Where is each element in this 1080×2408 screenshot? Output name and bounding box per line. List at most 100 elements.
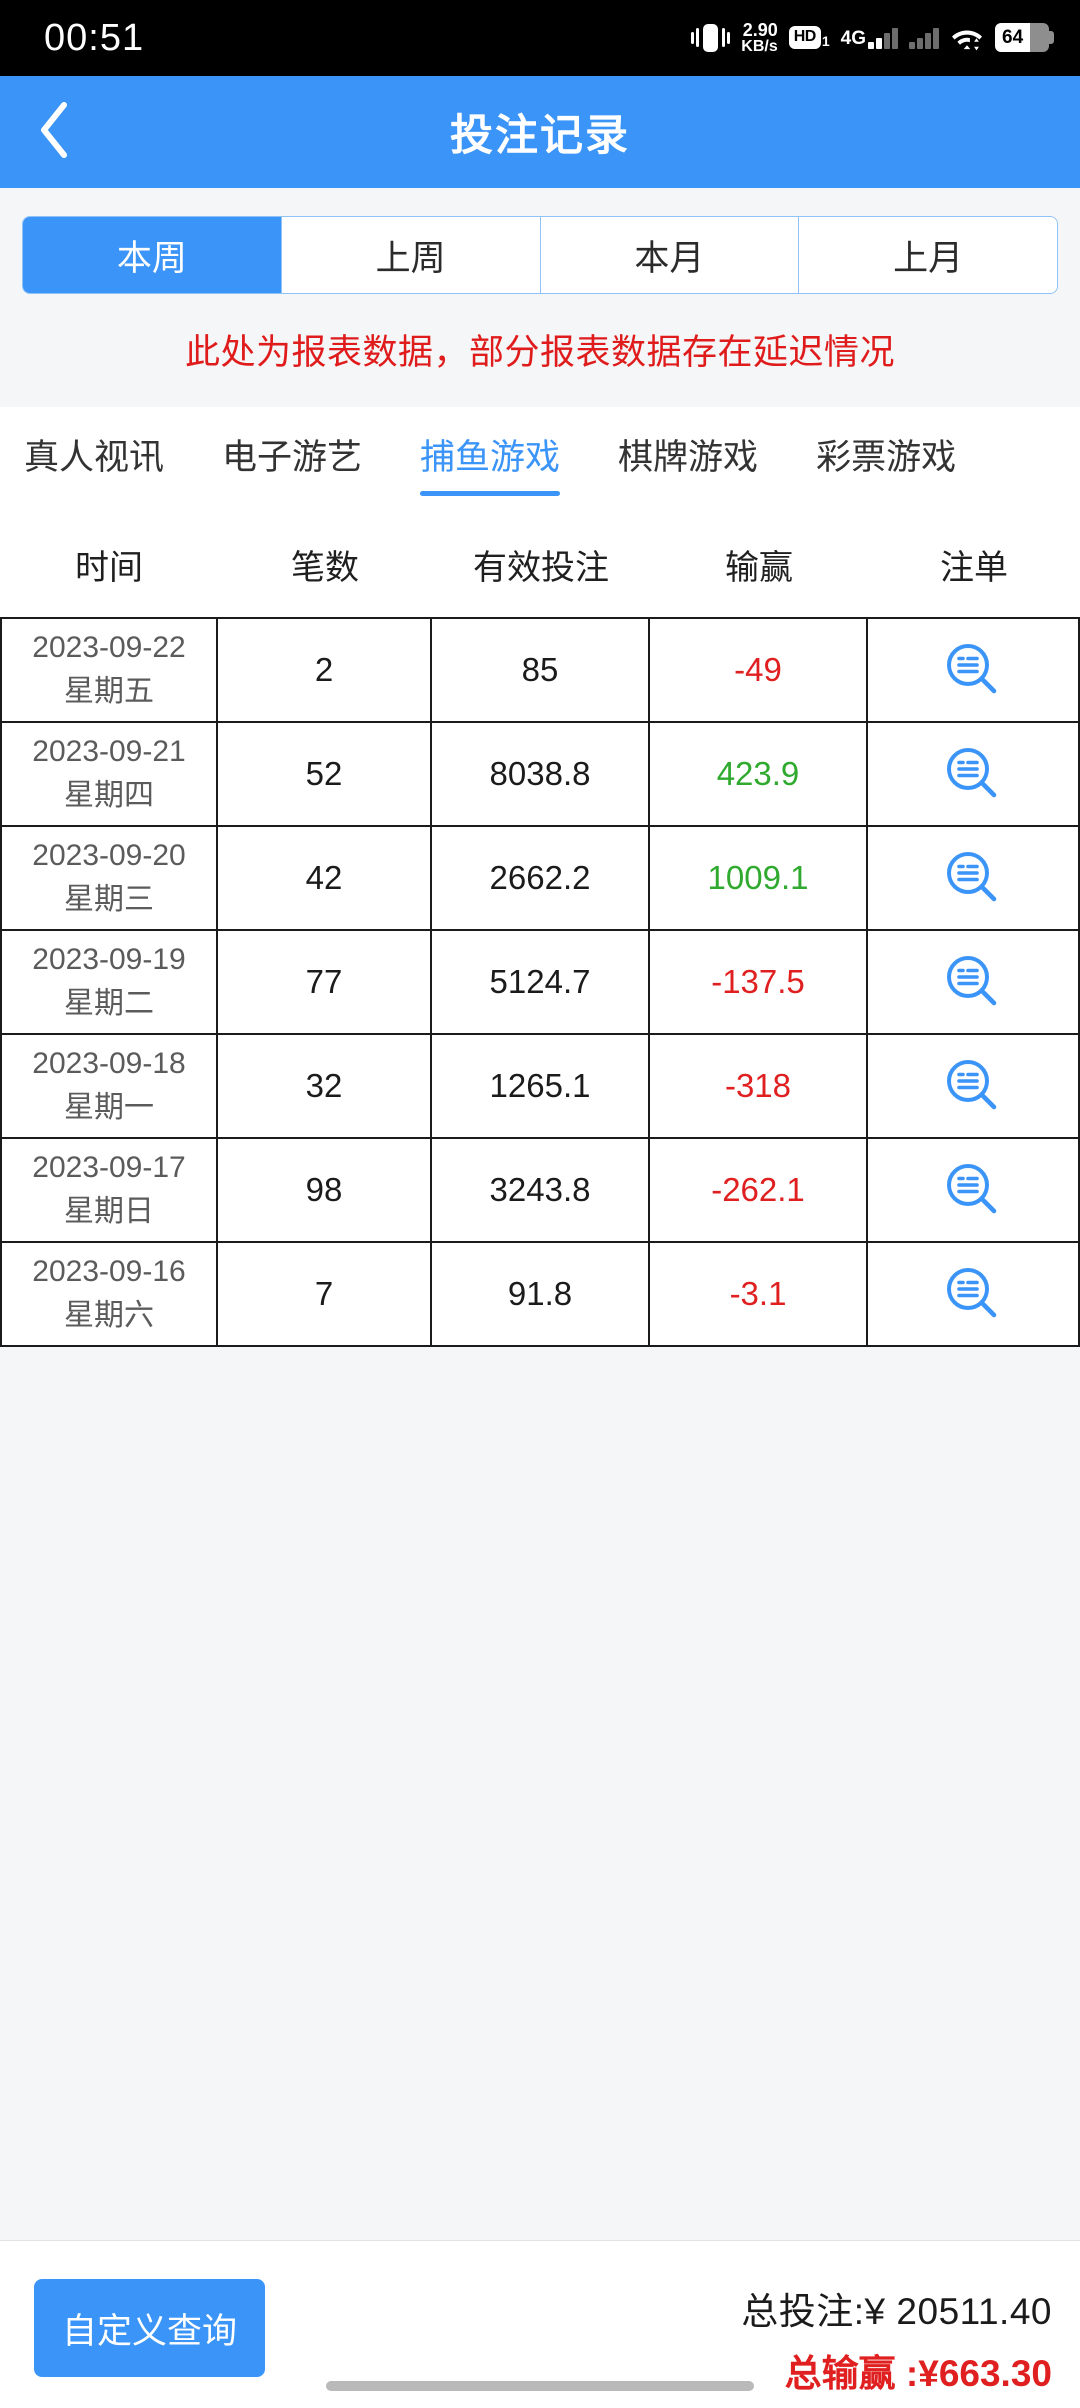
table-row: 2023-09-20 星期三 42 2662.2 1009.1 — [0, 827, 1080, 931]
cell-win-loss: -318 — [650, 1035, 868, 1137]
table-row: 2023-09-19 星期二 77 5124.7 -137.5 — [0, 931, 1080, 1035]
cell-date: 2023-09-19 星期二 — [0, 931, 218, 1033]
row-weekday: 星期三 — [64, 883, 154, 916]
period-segmented-control: 本周 上周 本月 上月 — [22, 216, 1058, 294]
view-order-button[interactable] — [868, 619, 1080, 721]
column-header-order: 注单 — [940, 549, 1008, 587]
column-header-win-loss: 输赢 — [725, 549, 793, 587]
row-weekday: 星期一 — [64, 1091, 154, 1124]
row-weekday: 星期六 — [64, 1299, 154, 1332]
signal-icon-primary: 4G — [841, 27, 898, 49]
tab-slots[interactable]: 电子游艺 — [222, 438, 363, 477]
network-speed-value: 2.90 — [742, 19, 778, 40]
cell-count: 77 — [218, 931, 432, 1033]
signal-bars-primary — [868, 27, 898, 49]
search-list-icon — [947, 852, 997, 902]
cell-win-loss: -262.1 — [650, 1139, 868, 1241]
bottom-summary-bar: 自定义查询 总投注:¥ 20511.40 总输赢 :¥663.30 — [0, 2240, 1080, 2408]
column-header-count: 笔数 — [291, 549, 359, 587]
game-category-tabs: 真人视讯 电子游艺 捕鱼游戏 棋牌游戏 彩票游戏 — [0, 407, 1080, 512]
cell-valid-bet: 1265.1 — [432, 1035, 650, 1137]
row-weekday: 星期五 — [64, 675, 154, 708]
view-order-button[interactable] — [868, 1243, 1080, 1345]
period-option-last-month[interactable]: 上月 — [799, 217, 1057, 293]
view-order-button[interactable] — [868, 827, 1080, 929]
period-option-this-week[interactable]: 本周 — [23, 217, 282, 293]
cell-valid-bet: 85 — [432, 619, 650, 721]
row-date: 2023-09-20 — [32, 839, 186, 872]
row-date: 2023-09-21 — [32, 735, 186, 768]
network-type-label: 4G — [840, 27, 866, 49]
row-weekday: 星期日 — [64, 1195, 154, 1228]
network-speed-unit: KB/s — [741, 38, 778, 56]
bet-records-table: 时间 笔数 有效投注 输赢 注单 2023-09-22 星期五 2 85 -49 202… — [0, 512, 1080, 1347]
status-icons: 2.90 KB/s HD 1 4G — [691, 19, 1054, 56]
period-option-this-month[interactable]: 本月 — [540, 217, 800, 293]
report-delay-notice: 此处为报表数据，部分报表数据存在延迟情况 — [0, 320, 1080, 407]
table-header-row: 时间 笔数 有效投注 输赢 注单 — [0, 512, 1080, 617]
cell-win-loss: 1009.1 — [650, 827, 868, 929]
cell-count: 42 — [218, 827, 432, 929]
tab-card-games[interactable]: 棋牌游戏 — [618, 438, 759, 477]
view-order-button[interactable] — [868, 1139, 1080, 1241]
search-list-icon — [947, 1060, 997, 1110]
total-stake-value: 总投注:¥ 20511.40 — [741, 2291, 1052, 2332]
row-date: 2023-09-16 — [32, 1255, 186, 1288]
cell-count: 98 — [218, 1139, 432, 1241]
vibrate-icon — [691, 23, 731, 52]
tab-live-casino[interactable]: 真人视讯 — [24, 438, 165, 477]
column-header-time: 时间 — [75, 549, 143, 587]
period-option-last-week[interactable]: 上周 — [281, 217, 541, 293]
content-spacer — [0, 1347, 1080, 2240]
cell-win-loss: 423.9 — [650, 723, 868, 825]
cell-win-loss: -3.1 — [650, 1243, 868, 1345]
view-order-button[interactable] — [868, 1035, 1080, 1137]
cell-count: 7 — [218, 1243, 432, 1345]
battery-level: 64 — [1002, 27, 1024, 49]
view-order-button[interactable] — [868, 931, 1080, 1033]
search-list-icon — [947, 956, 997, 1006]
table-row: 2023-09-16 星期六 7 91.8 -3.1 — [0, 1243, 1080, 1347]
cell-date: 2023-09-18 星期一 — [0, 1035, 218, 1137]
cell-date: 2023-09-22 星期五 — [0, 619, 218, 721]
app-bar: 投注记录 — [0, 76, 1080, 188]
cell-count: 32 — [218, 1035, 432, 1137]
status-clock: 00:51 — [44, 16, 145, 59]
table-body: 2023-09-22 星期五 2 85 -49 2023-09-21 星期四 52 8038.… — [0, 617, 1080, 1347]
column-header-valid-bet: 有效投注 — [473, 549, 609, 587]
home-indicator[interactable] — [326, 2381, 754, 2391]
cell-valid-bet: 5124.7 — [432, 931, 650, 1033]
table-row: 2023-09-22 星期五 2 85 -49 — [0, 619, 1080, 723]
search-list-icon — [947, 1164, 997, 1214]
custom-query-button[interactable]: 自定义查询 — [34, 2279, 266, 2377]
totals-block: 总投注:¥ 20511.40 总输赢 :¥663.30 — [741, 2279, 1052, 2397]
hd-icon: HD 1 — [788, 26, 830, 50]
chevron-left-icon — [36, 99, 72, 166]
cell-date: 2023-09-20 星期三 — [0, 827, 218, 929]
row-date: 2023-09-19 — [32, 943, 186, 976]
row-date: 2023-09-22 — [32, 631, 186, 664]
view-order-button[interactable] — [868, 723, 1080, 825]
row-date: 2023-09-17 — [32, 1151, 186, 1184]
search-list-icon — [947, 644, 997, 694]
search-list-icon — [947, 748, 997, 798]
status-bar: 00:51 2.90 KB/s HD 1 4G — [0, 0, 1080, 76]
row-date: 2023-09-18 — [32, 1047, 186, 1080]
battery-icon: 64 — [995, 23, 1054, 53]
cell-valid-bet: 8038.8 — [432, 723, 650, 825]
wifi-icon — [950, 25, 984, 51]
cell-date: 2023-09-16 星期六 — [0, 1243, 218, 1345]
back-button[interactable] — [0, 76, 108, 188]
cell-valid-bet: 3243.8 — [432, 1139, 650, 1241]
cell-count: 2 — [218, 619, 432, 721]
hd-label: HD — [788, 26, 821, 50]
cell-valid-bet: 91.8 — [432, 1243, 650, 1345]
search-list-icon — [947, 1268, 997, 1318]
total-win-loss-value: 总输赢 :¥663.30 — [784, 2353, 1052, 2394]
tab-lottery[interactable]: 彩票游戏 — [816, 438, 957, 477]
cell-win-loss: -49 — [650, 619, 868, 721]
cell-date: 2023-09-21 星期四 — [0, 723, 218, 825]
cell-count: 52 — [218, 723, 432, 825]
tab-fishing[interactable]: 捕鱼游戏 — [420, 407, 561, 512]
